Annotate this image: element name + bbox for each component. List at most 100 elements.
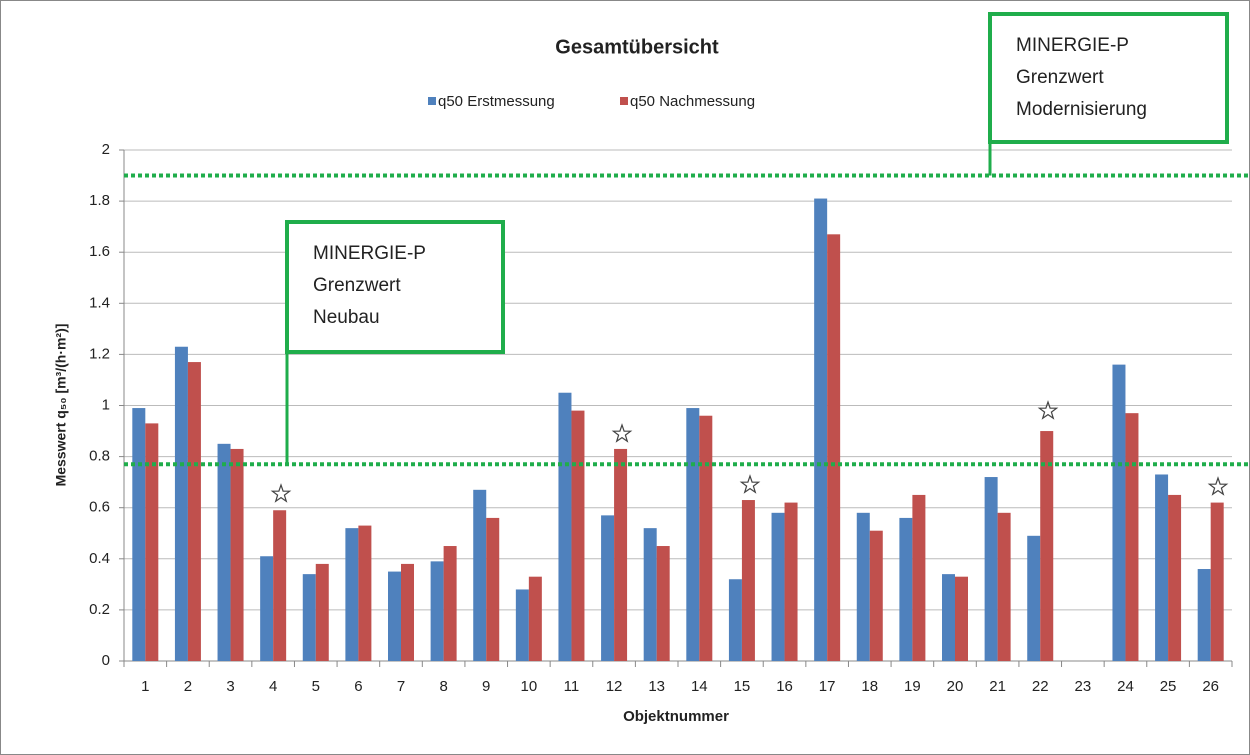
x-tick-label: 11 [564,678,580,695]
bar [699,415,713,661]
bar [614,448,628,661]
x-tick-label: 2 [184,678,192,695]
bar [187,362,201,661]
bar [515,589,529,661]
callout-box [285,220,505,354]
bar [814,198,828,662]
bar [273,510,287,661]
bar [643,528,657,661]
x-tick-label: 24 [1117,678,1134,695]
y-tick-label: 0 [102,652,110,669]
bar [741,500,755,661]
bar [601,515,615,661]
legend-label: q50 Erstmessung [438,93,555,110]
x-tick-label: 13 [648,678,665,695]
bar [260,556,274,661]
star-marker [611,423,633,443]
bar [1040,431,1054,661]
y-tick-label: 1.6 [89,243,110,260]
x-tick-label: 16 [776,678,793,695]
bar [869,530,883,661]
bar [856,512,870,661]
star-marker [1037,400,1059,420]
bar [1210,502,1224,661]
bar [388,571,401,661]
star-marker [739,474,761,494]
y-tick-label: 1.2 [89,345,110,362]
y-tick-label: 1.8 [89,192,110,209]
bar [997,512,1011,661]
x-tick-label: 6 [354,678,362,695]
bar [358,525,372,661]
bar [728,579,742,661]
y-tick-label: 0.6 [89,499,110,516]
bar [656,546,670,661]
legend-swatch [428,97,436,105]
x-tick-label: 7 [397,678,405,695]
bar [528,576,542,661]
x-tick-label: 15 [734,678,751,695]
x-tick-label: 3 [226,678,234,695]
bar [145,423,159,661]
x-tick-label: 4 [269,678,277,695]
bar [315,563,329,661]
bar [984,477,998,661]
bar [443,546,457,661]
bar [955,576,968,661]
callout-text: MINERGIE-P [1016,35,1129,56]
bar [1027,535,1041,661]
bar [827,234,841,661]
y-axis-label: Messwert q₅₀ [m³/(h·m²)] [53,324,69,487]
x-tick-label: 23 [1075,678,1092,695]
y-tick-label: 0.8 [89,448,110,465]
x-tick-label: 9 [482,678,490,695]
bar [430,561,444,661]
bar [942,574,955,661]
x-tick-label: 21 [989,678,1006,695]
y-tick-label: 2 [102,141,110,158]
x-tick-label: 26 [1202,678,1219,695]
bar [132,408,146,661]
x-tick-label: 22 [1032,678,1049,695]
bar [230,448,244,661]
chart-title: Gesamtübersicht [555,36,719,58]
x-tick-label: 20 [947,678,964,695]
bar [486,517,500,661]
x-tick-label: 10 [521,678,538,695]
bar [1197,569,1211,661]
x-tick-label: 8 [439,678,447,695]
bar [558,392,572,661]
callout-text: Neubau [313,307,380,328]
bar [345,528,359,661]
callout-text: MINERGIE-P [313,243,426,264]
callout-box [988,12,1229,144]
bar [771,512,785,661]
bar [912,494,926,661]
y-tick-label: 1.4 [89,294,110,311]
x-axis-label: Objektnummer [623,708,729,725]
bar [217,443,231,661]
bar [686,408,700,661]
bar [302,574,316,661]
bar [1112,364,1126,661]
legend-label: q50 Nachmessung [630,93,755,110]
x-tick-label: 5 [312,678,320,695]
x-tick-label: 25 [1160,678,1177,695]
y-tick-label: 0.2 [89,601,110,618]
bar [174,346,188,661]
x-tick-label: 17 [819,678,836,695]
y-tick-label: 1 [102,396,110,413]
bar [899,517,913,661]
legend-swatch [620,97,628,105]
bar [571,410,585,661]
star-marker [270,483,292,503]
bar [1155,474,1169,661]
bar [784,502,798,661]
bar [401,563,414,661]
bar [1125,413,1139,661]
x-tick-label: 18 [861,678,878,695]
x-tick-label: 1 [141,678,149,695]
star-marker [1207,476,1229,496]
callout-text: Grenzwert [313,275,401,296]
